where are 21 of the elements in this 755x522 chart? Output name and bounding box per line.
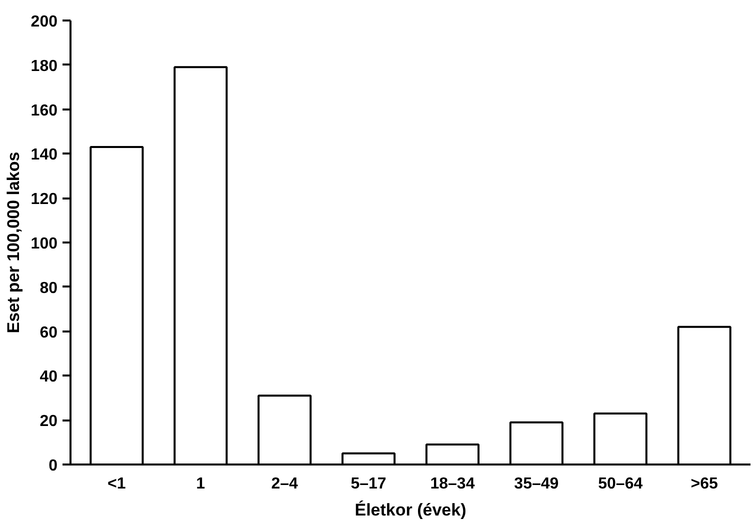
y-tick-label: 60 bbox=[40, 324, 58, 342]
y-axis-title: Eset per 100,000 lakos bbox=[4, 152, 23, 334]
y-tick-label: 80 bbox=[40, 280, 58, 297]
x-tick-label: 5–17 bbox=[350, 476, 386, 492]
x-tick-label: 2–4 bbox=[271, 476, 298, 492]
y-tick-label: 0 bbox=[48, 458, 58, 474]
y-tick-label: 180 bbox=[30, 58, 58, 75]
y-tick-label: 200 bbox=[30, 14, 58, 30]
y-tick-label: 40 bbox=[40, 368, 58, 386]
y-tick-label: 20 bbox=[40, 413, 58, 430]
y-tick-label: 120 bbox=[30, 191, 58, 208]
x-tick-label: 35–49 bbox=[514, 476, 559, 492]
x-tick-label: 1 bbox=[196, 476, 206, 492]
x-tick-label: 50–64 bbox=[598, 476, 643, 492]
x-axis-title: Életkor (évek) bbox=[354, 500, 466, 520]
y-tick-label: 100 bbox=[30, 236, 58, 252]
x-tick-label: <1 bbox=[108, 476, 126, 492]
y-tick-label: 160 bbox=[30, 102, 58, 120]
x-tick-label: >65 bbox=[690, 476, 718, 492]
x-tick-label: 18–34 bbox=[430, 476, 475, 492]
y-tick-label: 140 bbox=[30, 146, 58, 164]
